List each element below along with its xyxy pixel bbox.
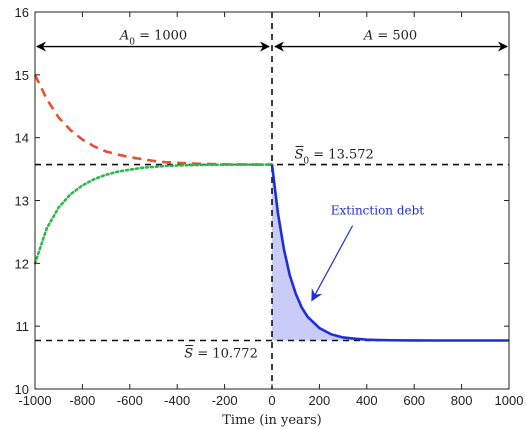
series-blue-solid (270, 164, 509, 342)
y-tick-label: 15 (15, 68, 29, 83)
y-ticks: 10 11 12 13 14 15 16 (15, 5, 509, 397)
x-tick-label: 800 (451, 393, 473, 408)
x-tick-label: 0 (268, 393, 275, 408)
y-tick-label: 14 (15, 131, 29, 146)
x-tick-label: 400 (356, 393, 378, 408)
lower-equilibrium-label: S = 10.772 (184, 346, 258, 361)
y-tick-label: 12 (15, 256, 29, 271)
x-axis-label: Time (in years) (222, 413, 321, 428)
x-tick-label: -600 (117, 393, 143, 408)
extinction-debt-arrow (311, 225, 354, 302)
x-tick-label: -800 (69, 393, 95, 408)
x-tick-label: -400 (164, 393, 190, 408)
series-red-dashed (33, 74, 272, 166)
x-tick-label: -200 (212, 393, 238, 408)
x-ticks: -1000 -800 -600 -400 -200 0 200 400 600 800 1000 (18, 12, 523, 408)
x-tick-label: 200 (309, 393, 331, 408)
right-span-label: A = 500 (363, 29, 417, 44)
series-green-dotted (33, 163, 274, 265)
x-tick-label: 1000 (495, 393, 524, 408)
left-span-label: A0 = 1000 (119, 29, 187, 48)
y-tick-label: 13 (15, 194, 29, 209)
upper-equilibrium-label: S0 = 13.572 (295, 148, 374, 167)
extinction-debt-label: Extinction debt (331, 203, 425, 217)
x-tick-label: 600 (403, 393, 425, 408)
y-tick-label: 16 (15, 5, 29, 20)
y-tick-label: 10 (15, 382, 29, 397)
x-tick-label: -1000 (18, 393, 51, 408)
extinction-debt-area (272, 164, 509, 341)
y-tick-label: 11 (16, 319, 30, 334)
